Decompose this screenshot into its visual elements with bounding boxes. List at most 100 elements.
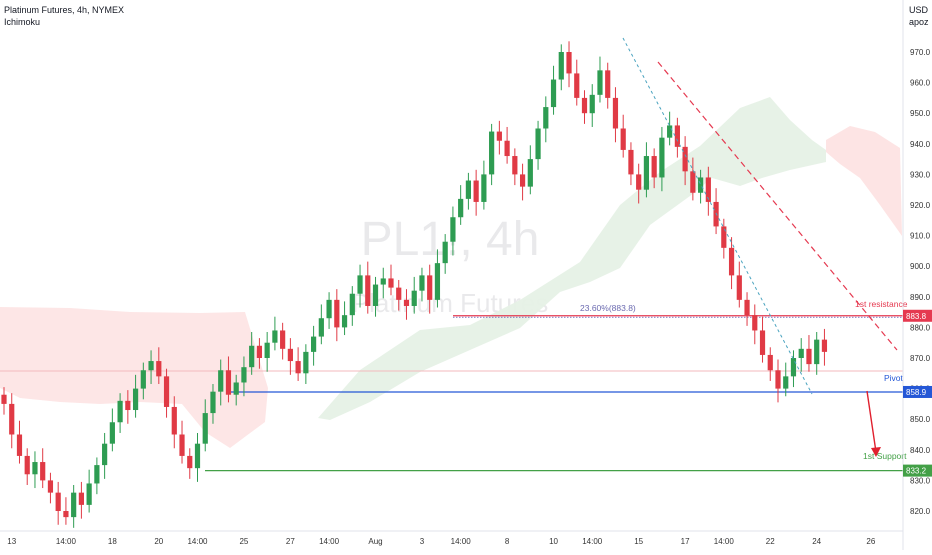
candle-body — [86, 483, 92, 505]
candle-body — [179, 434, 185, 456]
candle-body — [218, 370, 224, 392]
candle — [341, 301, 348, 336]
candle — [566, 41, 572, 88]
price-tick-label: 890.0 — [910, 293, 931, 302]
candle — [125, 390, 131, 424]
candle-body — [1, 394, 7, 404]
candle-body — [303, 351, 309, 374]
candle-body — [163, 376, 170, 407]
time-tick-label: 8 — [505, 537, 510, 546]
candle-body — [427, 275, 433, 300]
candle-body — [798, 348, 804, 358]
candle — [527, 145, 533, 195]
candle — [821, 328, 828, 366]
price-tick-label: 970.0 — [910, 48, 931, 57]
candle-body — [24, 455, 30, 475]
price-tag-bg — [903, 309, 932, 322]
candle-body — [411, 290, 417, 306]
candle — [473, 169, 479, 216]
candle — [713, 188, 719, 235]
price-tick-label: 820.0 — [910, 507, 931, 516]
candle-body — [102, 443, 108, 466]
candle-body — [109, 422, 115, 444]
candle-body — [605, 70, 611, 98]
candle — [78, 481, 84, 519]
time-tick-label: 14:00 — [582, 537, 603, 546]
candle — [674, 117, 680, 158]
candle-body — [78, 492, 84, 505]
candle-body — [659, 137, 665, 178]
candle-body — [434, 263, 441, 300]
candle-body — [326, 299, 332, 319]
candle — [187, 448, 193, 479]
candle-body — [357, 275, 363, 294]
candle-body — [396, 287, 402, 300]
candle-body — [256, 345, 263, 358]
candle — [241, 356, 247, 397]
candle — [728, 237, 735, 290]
candle — [55, 481, 61, 525]
price-tag: 833.2 — [903, 464, 932, 477]
candle-body — [148, 361, 154, 371]
candle — [814, 331, 820, 375]
price-tag-label: 858.9 — [906, 388, 927, 397]
price-tick-label: 960.0 — [910, 79, 931, 88]
candle-body — [403, 299, 410, 306]
candle-body — [280, 330, 286, 349]
price-tick-label: 900.0 — [910, 262, 931, 271]
candle-body — [249, 345, 255, 368]
time-tick-label: Aug — [368, 537, 382, 546]
time-tick-label: 3 — [420, 537, 425, 546]
candle — [94, 457, 100, 495]
candle-body — [527, 159, 533, 187]
candle-body — [349, 293, 355, 316]
candle — [225, 356, 232, 403]
candle-body — [140, 370, 146, 389]
candle-body — [334, 299, 340, 328]
candle-body — [752, 315, 758, 331]
price-tick-label: 880.0 — [910, 323, 931, 332]
fib-diagonal — [622, 37, 813, 395]
cloud-bear-left — [0, 307, 268, 448]
indicator-label: Ichimoku — [4, 17, 40, 27]
candle — [659, 126, 665, 192]
candle-body — [589, 94, 595, 114]
candle — [605, 62, 611, 109]
candle — [589, 84, 595, 127]
time-axis[interactable]: 13 14:00 18 20 14:00 25 27 14:00 Aug 3 14:00 8 10 14:… — [7, 537, 876, 546]
candle-body — [767, 354, 773, 371]
candle-body — [690, 171, 696, 193]
candle-body — [667, 125, 673, 138]
candle-body — [496, 131, 502, 141]
candle-body — [318, 318, 324, 337]
candle — [597, 56, 603, 103]
candle-body — [535, 128, 541, 160]
scale-mode-label: apoz — [909, 17, 929, 27]
candle — [264, 331, 270, 372]
chart-title: Platinum Futures, 4h, NYMEX — [4, 5, 124, 15]
candle-body — [380, 278, 386, 285]
candle — [171, 396, 177, 449]
candle-body — [628, 149, 634, 175]
price-tick-label: 850.0 — [910, 415, 931, 424]
candle — [504, 126, 510, 164]
candle — [636, 163, 642, 204]
candle-body — [783, 376, 789, 389]
price-axis[interactable]: 820.0830.0840.0850.0860.0870.0880.0890.0… — [910, 48, 931, 516]
watermark-symbol: PL1!, 4h — [361, 213, 540, 266]
candle — [349, 286, 355, 326]
candle — [311, 325, 317, 366]
candle-body — [698, 177, 704, 193]
candle — [86, 469, 92, 513]
candle-body — [550, 79, 557, 108]
price-tick-label: 870.0 — [910, 354, 931, 363]
candle — [628, 142, 634, 186]
candle — [109, 408, 115, 452]
candle — [334, 289, 340, 342]
candle-body — [481, 174, 487, 202]
candles — [1, 41, 828, 528]
candle — [767, 347, 773, 381]
time-tick-label: 20 — [154, 537, 163, 546]
candle — [806, 335, 812, 372]
